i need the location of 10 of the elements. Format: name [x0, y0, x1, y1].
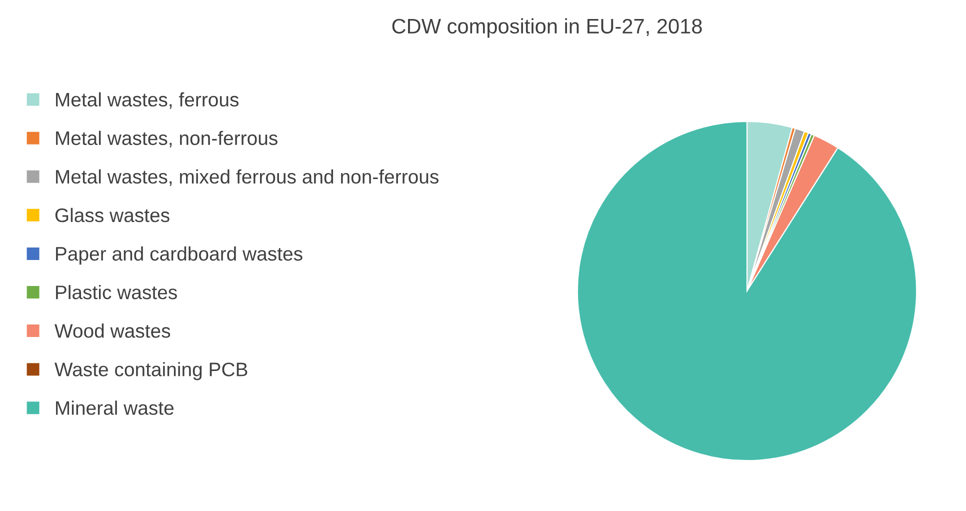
legend-label: Waste containing PCB	[54, 362, 248, 380]
legend-label: Wood wastes	[54, 324, 170, 338]
legend-label: Metal wastes, non-ferrous	[56, 130, 278, 148]
legend-label: Paper and cardboard wastes	[56, 246, 302, 265]
legend-label: Mineral waste	[56, 400, 174, 415]
legend-label: Metal wastes, mixed ferrous and non-ferrous	[56, 169, 438, 186]
chart-title: CDW composition in EU-27, 2018	[392, 18, 702, 38]
legend-label: Plastic wastes	[56, 284, 177, 300]
legend-label: Glass wastes	[55, 208, 170, 222]
legend-label: Metal wastes, ferrous	[56, 92, 239, 109]
